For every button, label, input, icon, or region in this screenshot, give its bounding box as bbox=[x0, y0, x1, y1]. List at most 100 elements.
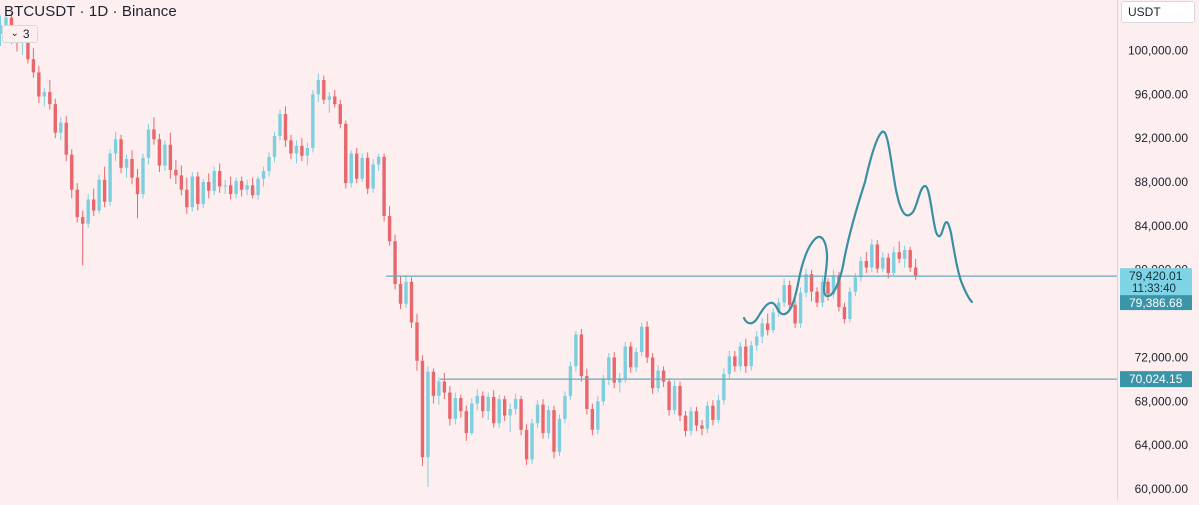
candle[interactable] bbox=[585, 368, 589, 415]
candle[interactable] bbox=[311, 89, 315, 153]
candle[interactable] bbox=[294, 140, 299, 164]
candle[interactable] bbox=[650, 353, 655, 394]
candle[interactable] bbox=[190, 172, 194, 212]
candle[interactable] bbox=[327, 92, 331, 113]
symbol-title[interactable]: BTCUSDT · 1D · Binance bbox=[4, 3, 177, 20]
candle[interactable] bbox=[157, 133, 162, 173]
candle[interactable] bbox=[124, 154, 129, 178]
candle[interactable] bbox=[75, 183, 79, 223]
candle[interactable] bbox=[223, 179, 227, 195]
candle[interactable] bbox=[146, 123, 151, 165]
candle[interactable] bbox=[629, 342, 633, 373]
candle[interactable] bbox=[645, 321, 649, 363]
candle[interactable] bbox=[316, 73, 321, 102]
candle[interactable] bbox=[48, 80, 52, 110]
candle[interactable] bbox=[365, 152, 370, 195]
candle[interactable] bbox=[37, 65, 41, 104]
candle[interactable] bbox=[727, 350, 732, 379]
indicators-toggle-button[interactable]: ⌄ 3 bbox=[2, 25, 38, 43]
candle[interactable] bbox=[185, 177, 189, 214]
candle[interactable] bbox=[853, 273, 858, 297]
candle[interactable] bbox=[700, 419, 704, 436]
candle[interactable] bbox=[322, 75, 326, 105]
candle[interactable] bbox=[782, 278, 786, 308]
candle[interactable] bbox=[201, 178, 205, 209]
candle[interactable] bbox=[886, 253, 890, 279]
candle[interactable] bbox=[776, 298, 781, 317]
candle[interactable] bbox=[442, 372, 447, 400]
candle[interactable] bbox=[661, 366, 666, 388]
candle[interactable] bbox=[305, 142, 310, 166]
candle[interactable] bbox=[546, 405, 551, 439]
candle[interactable] bbox=[815, 287, 819, 308]
candle[interactable] bbox=[179, 165, 184, 196]
candle[interactable] bbox=[875, 240, 879, 274]
candle[interactable] bbox=[256, 176, 260, 200]
candle[interactable] bbox=[766, 313, 770, 336]
candle[interactable] bbox=[552, 405, 556, 459]
candle[interactable] bbox=[218, 163, 222, 193]
candle[interactable] bbox=[596, 395, 600, 435]
candle[interactable] bbox=[897, 241, 901, 264]
candle[interactable] bbox=[722, 368, 726, 405]
candle[interactable] bbox=[207, 173, 211, 199]
candle[interactable] bbox=[755, 331, 759, 351]
candle[interactable] bbox=[787, 280, 792, 311]
candle[interactable] bbox=[524, 424, 529, 465]
candle[interactable] bbox=[174, 160, 178, 185]
candle[interactable] bbox=[168, 132, 173, 179]
candle[interactable] bbox=[64, 116, 68, 162]
candle[interactable] bbox=[141, 153, 145, 199]
candle[interactable] bbox=[771, 308, 775, 334]
candle[interactable] bbox=[382, 153, 386, 222]
candle[interactable] bbox=[481, 391, 485, 418]
candle[interactable] bbox=[278, 109, 282, 141]
candle[interactable] bbox=[848, 287, 852, 323]
candle[interactable] bbox=[376, 153, 381, 172]
candle[interactable] bbox=[519, 395, 523, 436]
candle[interactable] bbox=[272, 131, 277, 163]
candle[interactable] bbox=[239, 176, 244, 197]
candle[interactable] bbox=[459, 394, 463, 418]
candle[interactable] bbox=[119, 134, 123, 174]
candle[interactable] bbox=[842, 302, 847, 324]
candle[interactable] bbox=[338, 99, 342, 129]
candle[interactable] bbox=[694, 406, 699, 431]
candle[interactable] bbox=[398, 276, 403, 310]
candle[interactable] bbox=[541, 399, 545, 439]
candle[interactable] bbox=[568, 361, 573, 401]
candle[interactable] bbox=[464, 405, 468, 441]
candle[interactable] bbox=[42, 87, 47, 107]
candle[interactable] bbox=[634, 347, 638, 372]
candle[interactable] bbox=[502, 395, 507, 422]
forecast-drawing-path[interactable] bbox=[742, 130, 974, 325]
candle[interactable] bbox=[102, 166, 107, 208]
candle[interactable] bbox=[535, 400, 540, 428]
candle[interactable] bbox=[744, 338, 748, 373]
candle[interactable] bbox=[91, 188, 96, 217]
candle[interactable] bbox=[705, 401, 710, 434]
candle[interactable] bbox=[333, 89, 337, 108]
currency-select[interactable]: USDT bbox=[1121, 1, 1195, 23]
candle[interactable] bbox=[344, 120, 348, 189]
candle[interactable] bbox=[508, 403, 512, 433]
candle[interactable] bbox=[196, 172, 200, 211]
candle[interactable] bbox=[639, 322, 644, 357]
candle[interactable] bbox=[513, 393, 518, 415]
candle[interactable] bbox=[672, 380, 677, 415]
candle[interactable] bbox=[590, 403, 595, 436]
candle[interactable] bbox=[393, 234, 397, 290]
price-axis[interactable]: 100,000.00 96,000.00 92,000.00 88,000.00 84,… bbox=[1128, 43, 1188, 496]
candle[interactable] bbox=[678, 381, 682, 422]
candle[interactable] bbox=[470, 398, 474, 436]
candle[interactable] bbox=[228, 176, 233, 200]
candle[interactable] bbox=[579, 328, 584, 382]
candle[interactable] bbox=[497, 394, 501, 428]
candle[interactable] bbox=[881, 252, 885, 272]
candle[interactable] bbox=[798, 287, 803, 328]
candle[interactable] bbox=[300, 138, 304, 162]
candle[interactable] bbox=[212, 166, 216, 196]
candle[interactable] bbox=[448, 385, 452, 426]
